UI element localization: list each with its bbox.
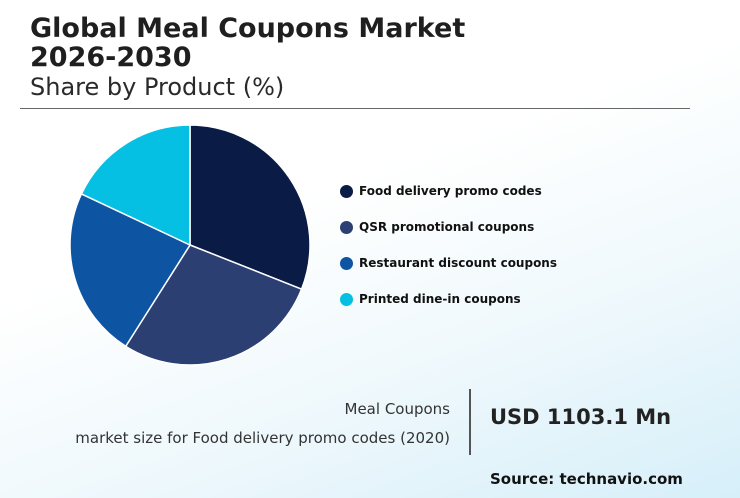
pie-slice [69,192,192,348]
legend-label: QSR promotional coupons [359,220,535,234]
pie-chart [69,124,311,366]
legend-item: QSR promotional coupons [340,209,557,245]
pie-slice [124,244,303,366]
chart-title: Global Meal Coupons Market 2026-2030 [30,13,466,73]
pie-slice [189,124,311,291]
market-size-value: USD 1103.1 Mn [490,405,672,429]
title-divider [20,108,690,109]
legend-label: Printed dine-in coupons [359,292,521,306]
market-size-label-line1: Meal Coupons [344,400,450,418]
footer-divider [469,389,471,455]
legend-label: Restaurant discount coupons [359,256,557,270]
legend-swatch [340,184,353,198]
chart-legend: Food delivery promo codes QSR promotiona… [340,173,557,317]
legend-label: Food delivery promo codes [359,184,542,198]
legend-item: Restaurant discount coupons [340,245,557,281]
market-size-label-line2: market size for Food delivery promo code… [75,429,450,447]
legend-item: Food delivery promo codes [340,173,557,209]
pie-slice [80,124,191,247]
legend-swatch [340,292,353,306]
chart-subtitle: Share by Product (%) [30,73,285,101]
source-credit: Source: technavio.com [490,470,683,488]
legend-swatch [340,256,353,270]
legend-item: Printed dine-in coupons [340,281,557,317]
legend-swatch [340,220,353,234]
